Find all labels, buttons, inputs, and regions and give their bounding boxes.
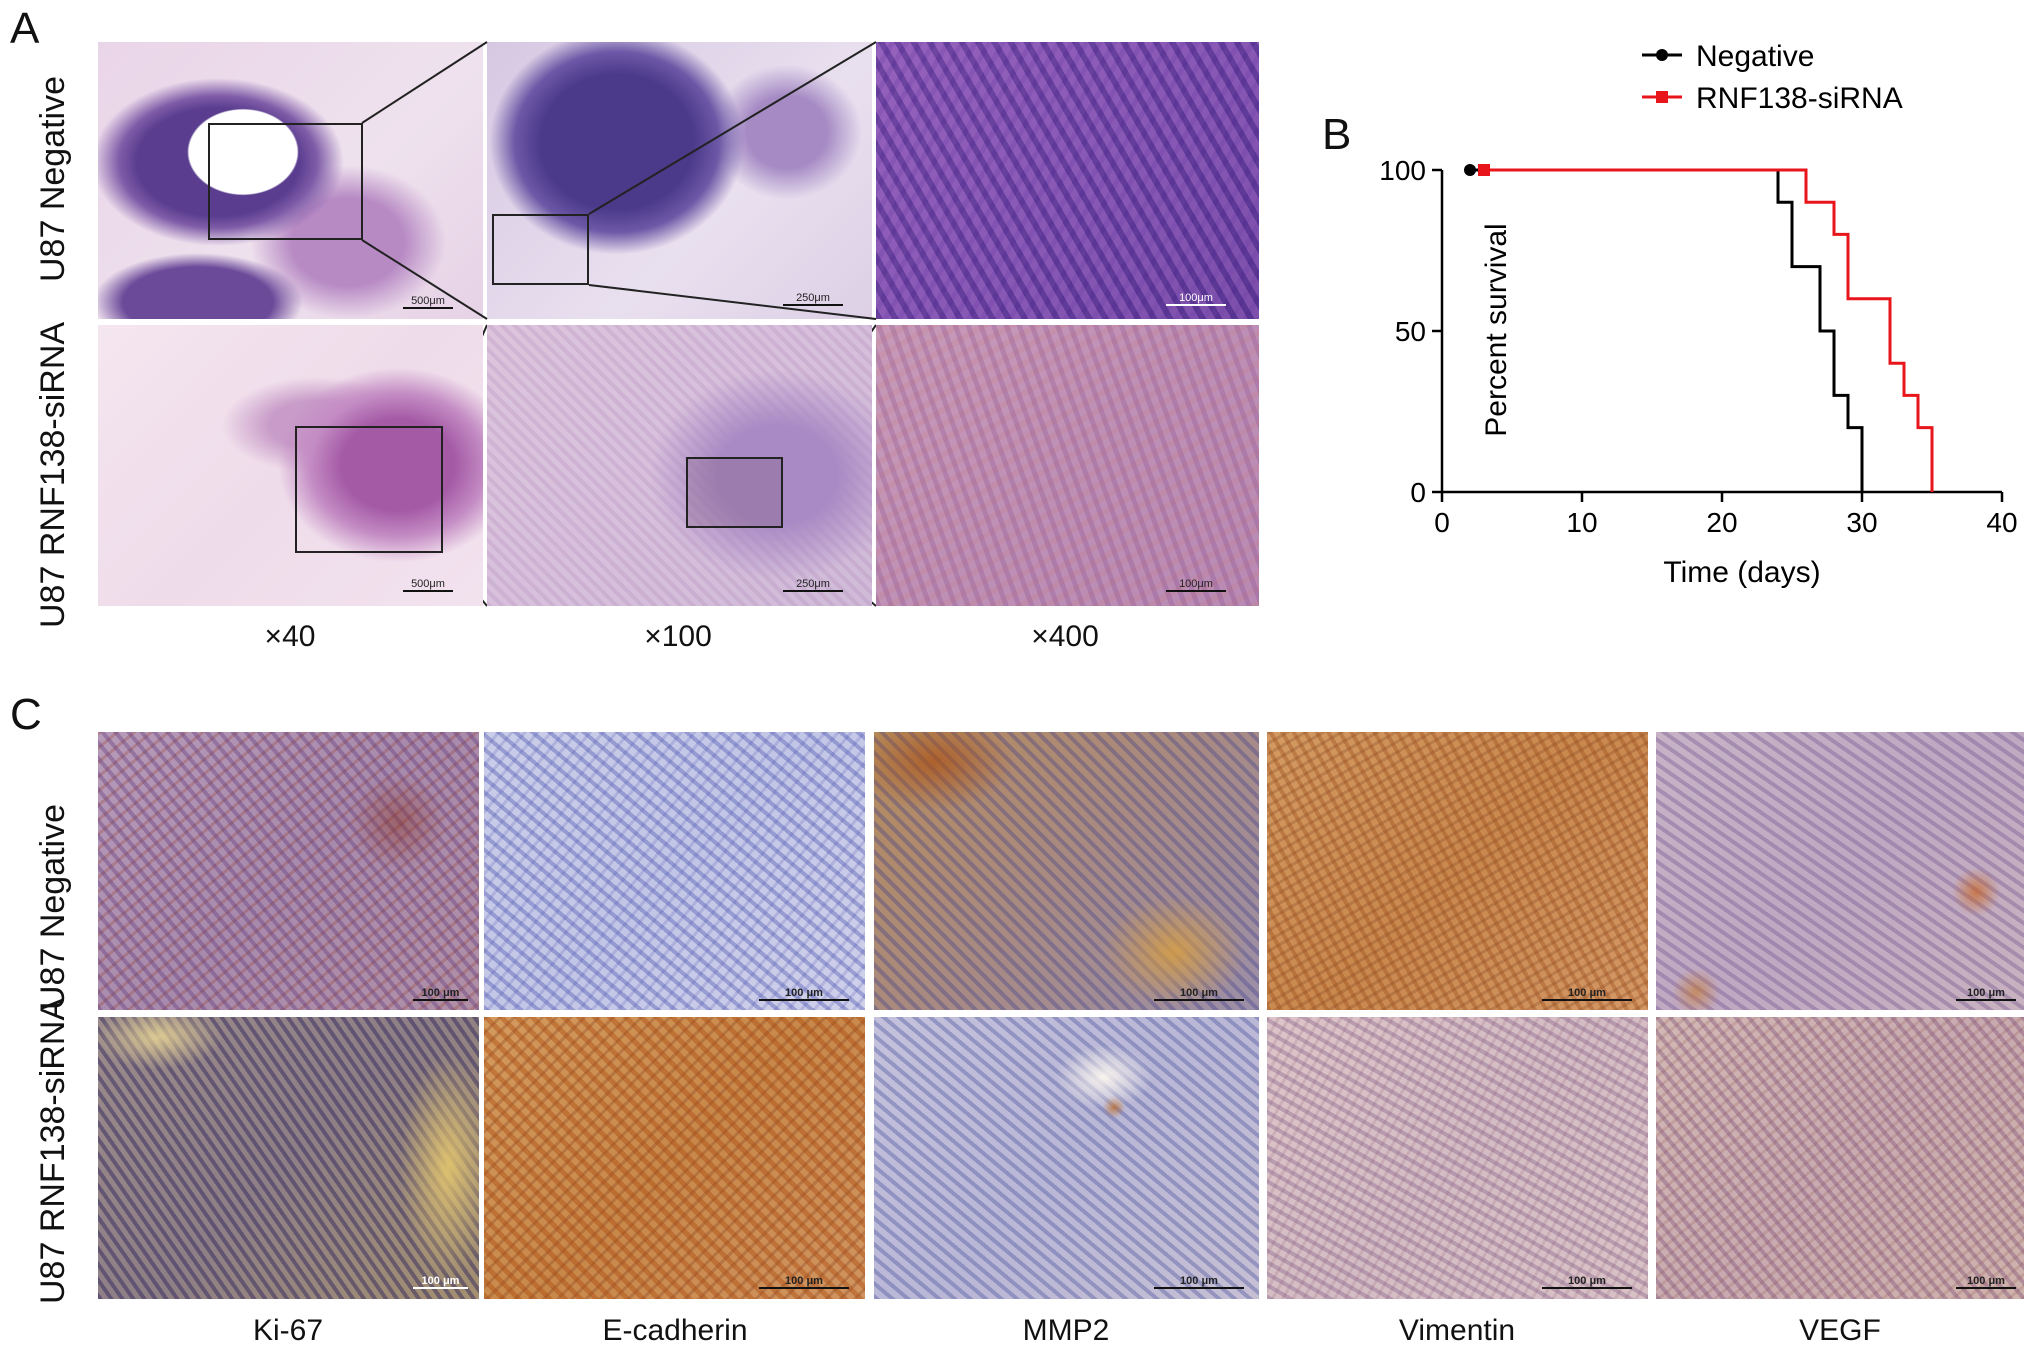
scalebar: 100 μm bbox=[413, 987, 468, 1001]
marker-label-vegf: VEGF bbox=[1799, 1314, 1881, 1347]
x-tick-label: 30 bbox=[1846, 507, 1877, 538]
curve-start-marker bbox=[1464, 164, 1476, 176]
ihc-vimentin-sirna-image: 100 μm bbox=[1267, 1017, 1648, 1299]
x-tick-label: 40 bbox=[1986, 507, 2017, 538]
marker-label-vimentin: Vimentin bbox=[1398, 1314, 1516, 1347]
survival-curve-negative bbox=[1470, 168, 1864, 492]
scalebar: 500μm bbox=[403, 295, 453, 309]
scalebar: 100μm bbox=[1166, 292, 1226, 306]
magnification-label-x40: ×40 bbox=[264, 620, 316, 653]
scalebar: 100 μm bbox=[1956, 987, 2016, 1001]
magnification-label-x100: ×100 bbox=[644, 620, 712, 653]
he-sirna-x400-image: 100μm bbox=[876, 325, 1259, 606]
zoom-region-box bbox=[208, 123, 363, 240]
panel-b-letter: B bbox=[1322, 110, 1352, 159]
chart-legend: Negative RNF138-siRNA bbox=[1642, 40, 1903, 115]
scalebar: 100 μm bbox=[1154, 987, 1244, 1001]
scalebar: 100 μm bbox=[1154, 1275, 1244, 1289]
zoom-connector-line bbox=[588, 41, 877, 215]
ihc-mmp2-sirna-image: 100 μm bbox=[874, 1017, 1259, 1299]
panel-c-row-label-sirna: U87 RNF138-siRNA bbox=[34, 997, 72, 1304]
magnification-label-x400: ×400 bbox=[1031, 620, 1099, 653]
y-tick-label: 50 bbox=[1395, 316, 1426, 347]
x-axis-title: Time (days) bbox=[1663, 556, 1820, 589]
he-sirna-x40-image: 500μm bbox=[98, 325, 483, 606]
scalebar: 100 μm bbox=[759, 987, 849, 1001]
zoom-connector-line bbox=[361, 239, 488, 320]
ihc-ecadherin-sirna-image: 100 μm bbox=[484, 1017, 865, 1299]
x-tick-label: 0 bbox=[1434, 507, 1450, 538]
panel-c-letter: C bbox=[10, 690, 42, 739]
y-tick-label: 0 bbox=[1410, 477, 1426, 508]
ihc-vegf-sirna-image: 100 μm bbox=[1656, 1017, 2024, 1299]
scalebar: 250μm bbox=[783, 292, 843, 306]
marker-label-mmp2: MMP2 bbox=[1022, 1314, 1110, 1347]
zoom-region-box bbox=[492, 214, 589, 285]
ihc-vegf-negative-image: 100 μm bbox=[1656, 732, 2024, 1010]
ihc-ki67-sirna-image: 100 μm bbox=[98, 1017, 479, 1299]
legend-label-sirna: RNF138-siRNA bbox=[1696, 82, 1903, 115]
scalebar: 100 μm bbox=[413, 1275, 468, 1289]
y-tick-label: 100 bbox=[1379, 155, 1426, 186]
scalebar: 100μm bbox=[1166, 578, 1226, 592]
legend-marker-sirna bbox=[1656, 91, 1668, 103]
x-tick-label: 20 bbox=[1706, 507, 1737, 538]
marker-label-ecadherin: E-cadherin bbox=[602, 1314, 748, 1347]
ihc-mmp2-negative-image: 100 μm bbox=[874, 732, 1259, 1010]
scalebar: 100 μm bbox=[759, 1275, 849, 1289]
plot-area: 0 50 100 0 10 20 30 40 bbox=[1379, 155, 2017, 538]
panel-a-letter: A bbox=[10, 4, 40, 53]
legend-marker-negative bbox=[1656, 49, 1668, 61]
zoom-region-box bbox=[295, 426, 443, 553]
scalebar: 500μm bbox=[403, 578, 453, 592]
scalebar: 250μm bbox=[783, 578, 843, 592]
curve-start-marker bbox=[1478, 164, 1490, 176]
survival-curve-sirna bbox=[1484, 168, 1934, 492]
scalebar: 100 μm bbox=[1542, 987, 1632, 1001]
x-tick-label: 10 bbox=[1566, 507, 1597, 538]
marker-label-ki67: Ki-67 bbox=[252, 1314, 324, 1347]
scalebar: 100 μm bbox=[1542, 1275, 1632, 1289]
zoom-connector-line bbox=[361, 41, 488, 124]
ihc-ecadherin-negative-image: 100 μm bbox=[484, 732, 865, 1010]
y-axis-title: Percent survival bbox=[1480, 223, 1513, 436]
he-negative-x100-image: 250μm bbox=[487, 42, 872, 319]
zoom-connector-line bbox=[588, 284, 877, 320]
survival-chart: Negative RNF138-siRNA 0 50 100 0 10 20 30 40 Pe… bbox=[1379, 40, 2017, 589]
panel-c-row-label-negative: U87 Negative bbox=[34, 803, 72, 1010]
scalebar: 100 μm bbox=[1956, 1275, 2016, 1289]
he-sirna-x100-image: 250μm bbox=[487, 325, 872, 606]
he-negative-x40-image: 500μm bbox=[98, 42, 483, 319]
zoom-region-box bbox=[686, 457, 783, 528]
ihc-ki67-negative-image: 100 μm bbox=[98, 732, 479, 1010]
he-negative-x400-image: 100μm bbox=[876, 42, 1259, 319]
legend-label-negative: Negative bbox=[1696, 40, 1814, 73]
ihc-vimentin-negative-image: 100 μm bbox=[1267, 732, 1648, 1010]
